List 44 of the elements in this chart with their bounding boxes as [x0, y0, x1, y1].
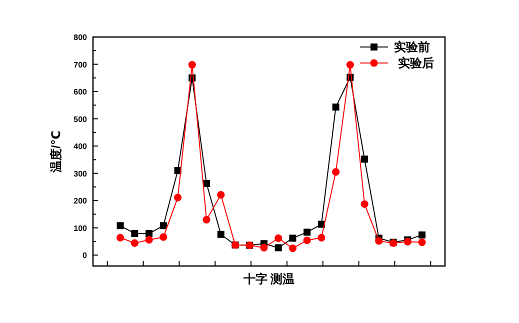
point	[202, 216, 210, 224]
point	[360, 200, 368, 208]
y-tick-label: 0	[82, 251, 88, 260]
y-tick-label: 500	[74, 114, 88, 124]
y-tick-label: 100	[74, 224, 88, 233]
point	[404, 238, 412, 246]
legend-label: 实验后	[398, 56, 434, 70]
point	[361, 156, 368, 163]
point	[375, 237, 383, 245]
point	[203, 180, 210, 187]
point	[274, 234, 282, 242]
point	[217, 230, 224, 238]
point	[116, 234, 124, 242]
point	[260, 244, 268, 252]
point	[304, 228, 311, 236]
y-tick-label: 600	[74, 88, 88, 97]
legend-label: 实验前	[394, 40, 430, 54]
point	[332, 104, 340, 111]
point	[217, 191, 225, 199]
y-tick-label: 200	[74, 196, 88, 206]
x-axis-title: 十字 测温	[242, 272, 295, 286]
point	[131, 230, 138, 238]
point	[332, 168, 340, 176]
y-tick-label: 700	[74, 60, 88, 70]
point	[346, 61, 354, 69]
point	[418, 238, 426, 246]
y-axis-title: 温度/℃	[49, 130, 63, 174]
point	[146, 230, 153, 238]
y-tick-label: 400	[74, 142, 88, 152]
y-tick-label: 300	[74, 169, 88, 178]
point	[130, 239, 138, 247]
point	[289, 234, 296, 242]
y-tick-label: 800	[74, 33, 88, 42]
point	[418, 231, 426, 238]
point	[274, 244, 282, 252]
point	[160, 233, 168, 241]
point	[288, 244, 297, 252]
point	[116, 222, 124, 230]
point	[303, 236, 311, 244]
point	[160, 222, 167, 230]
point	[174, 194, 182, 202]
point	[318, 234, 326, 242]
point	[145, 236, 153, 244]
point	[188, 61, 196, 69]
